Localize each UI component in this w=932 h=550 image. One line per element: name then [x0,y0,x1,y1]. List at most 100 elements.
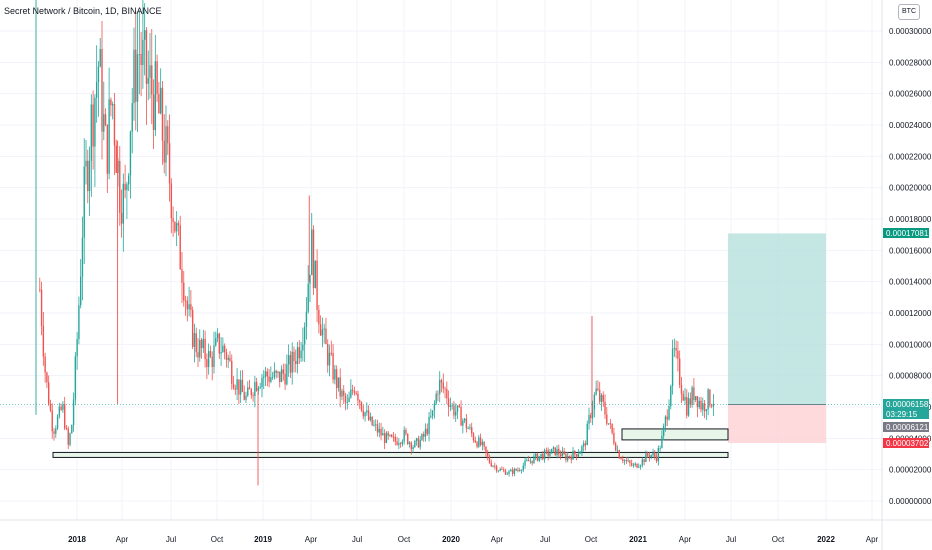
candle-body [175,223,178,232]
candle-body [705,409,708,412]
x-tick-label: 2018 [68,535,86,544]
candle-body [78,305,80,340]
candle-body [623,460,626,462]
currency-button[interactable]: BTC [898,4,920,20]
y-tick-label: 0.00026000 [889,90,932,99]
candle-body [405,429,407,434]
candle-body [540,454,542,457]
candle-body [200,340,203,349]
candle-body [305,311,308,327]
candle-body [81,237,84,277]
candle-body [698,400,700,408]
candle-body [677,350,679,359]
candle-body [334,369,336,380]
candle-body [375,424,377,426]
candle-body [259,386,261,388]
candle-body [359,400,361,403]
candle-body [47,382,50,405]
target-zone[interactable] [728,233,826,405]
candle-body [389,434,391,436]
candle-body [147,77,149,84]
candle-body [399,443,402,445]
candle-body [183,282,185,301]
y-tick-label: 0.00016000 [889,246,932,255]
zones-layer [0,233,882,458]
candle-body [485,446,487,453]
candle-body [693,387,695,401]
candle-body [357,393,359,401]
support-zone[interactable] [621,428,729,441]
candle-body [371,416,373,426]
candle-body [360,402,363,411]
candle-body [279,371,281,382]
candle-body [232,383,235,389]
x-tick-label: Oct [398,535,411,544]
candle-body [392,436,395,438]
candle-body [154,61,157,130]
candle-body [314,260,317,289]
candle-body [103,114,105,132]
candle-body [447,398,450,408]
candle-body [673,348,676,349]
candle-body [579,451,581,454]
candle-body [680,384,683,394]
candle-body [522,465,524,471]
candle-body [508,471,510,474]
candle-body [216,333,219,339]
candle-body [170,183,173,219]
candle-body [202,338,205,349]
candle-body [238,379,240,395]
candle-body [129,131,132,176]
candle-body [547,450,549,456]
chart-title: Secret Network / Bitcoin, 1D, BINANCE [4,6,162,16]
candle-body [639,465,642,467]
candle-body [318,309,320,325]
candle-body [222,345,224,353]
candle-body [110,99,112,106]
x-tick-label: 2019 [254,535,272,544]
x-tick-label: Jul [540,535,550,544]
support-zone[interactable] [52,451,729,458]
candle-body [636,463,638,468]
candle-body [179,225,181,270]
candle-body [218,333,221,354]
candle-body [396,441,398,445]
candle-body [369,416,372,420]
candle-body [193,333,196,347]
candle-body [136,54,139,102]
candle-body [145,30,148,84]
y-tick-label: 0.00014000 [889,278,932,287]
candle-body [56,416,59,429]
candle-body [630,463,633,466]
stop-zone[interactable] [728,404,826,444]
candle-body [87,160,89,192]
candle-body [131,103,133,132]
candle-body [119,160,121,213]
candle-body [428,416,430,434]
candle-body [291,351,293,373]
candle-body [590,415,592,419]
candle-body [143,30,146,40]
candle-body [424,428,427,437]
x-tick-label: Apr [679,535,692,544]
candle-body [106,124,109,174]
candle-body [83,166,85,238]
candle-body [458,405,460,407]
candle-body [414,440,416,448]
candle-body [266,371,269,377]
candle-body [127,175,130,185]
candle-body [595,388,597,395]
candle-body [687,398,690,416]
candle-body [298,347,301,359]
candle-body [62,404,64,410]
candle-body [197,352,199,358]
price-badge [883,438,929,448]
candle-body [328,352,331,366]
candle-body [629,460,631,464]
candle-body [95,82,98,98]
candle-body [271,377,274,378]
candle-body [702,403,704,410]
candle-body [407,433,409,444]
candle-body [526,460,528,461]
